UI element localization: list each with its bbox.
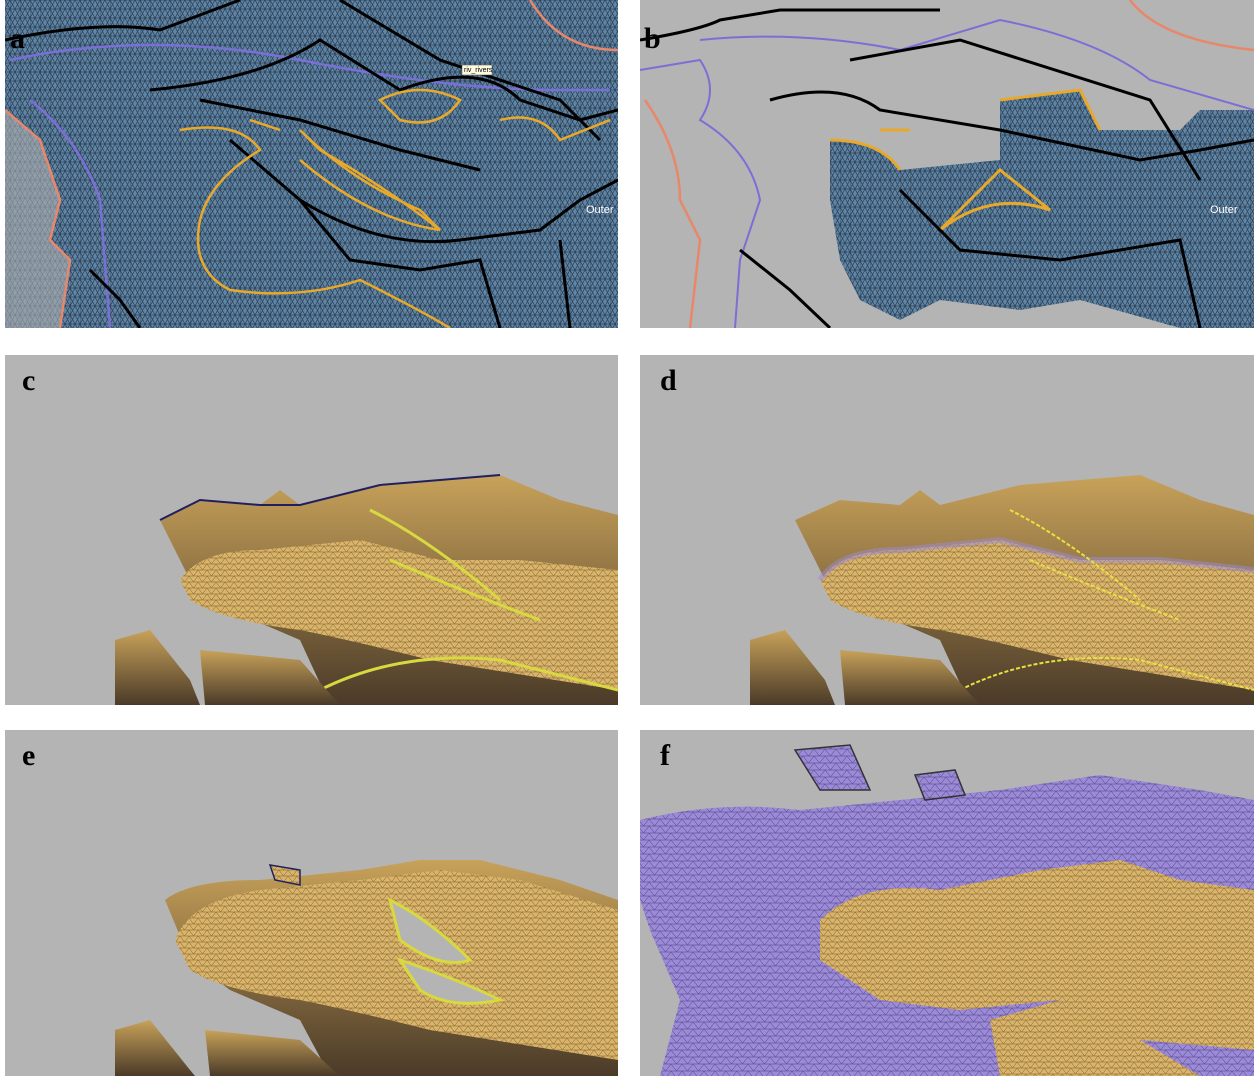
panel-label: d	[660, 364, 677, 397]
panel-e: e	[5, 730, 618, 1076]
panel-d: d	[640, 355, 1254, 705]
panel-label: a	[10, 22, 25, 55]
page: {"panels": [ {"label": "a", "annotations…	[0, 0, 1254, 1076]
panel-label: b	[644, 22, 661, 55]
panel-label: f	[660, 739, 671, 772]
panel-a: riv_rivers Outer a	[5, 0, 618, 328]
panel-label: c	[22, 364, 35, 397]
panel-b: Outer b	[640, 0, 1254, 328]
figure: riv_rivers Outer a Outer b c d	[0, 0, 1254, 1076]
panel-c: c	[5, 355, 618, 705]
panel-label: e	[22, 739, 35, 772]
annotation: Outer	[1210, 204, 1238, 216]
annotation: Outer	[586, 204, 614, 216]
panel-f: f	[640, 730, 1254, 1076]
annotation: riv_rivers	[464, 67, 493, 74]
